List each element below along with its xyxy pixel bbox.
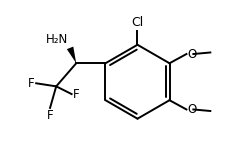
Text: H₂N: H₂N: [46, 33, 68, 46]
Polygon shape: [67, 46, 76, 63]
Text: F: F: [28, 77, 35, 90]
Text: Cl: Cl: [131, 16, 144, 29]
Text: O: O: [187, 103, 196, 116]
Text: F: F: [73, 88, 80, 101]
Text: O: O: [187, 48, 196, 60]
Text: F: F: [47, 109, 53, 122]
